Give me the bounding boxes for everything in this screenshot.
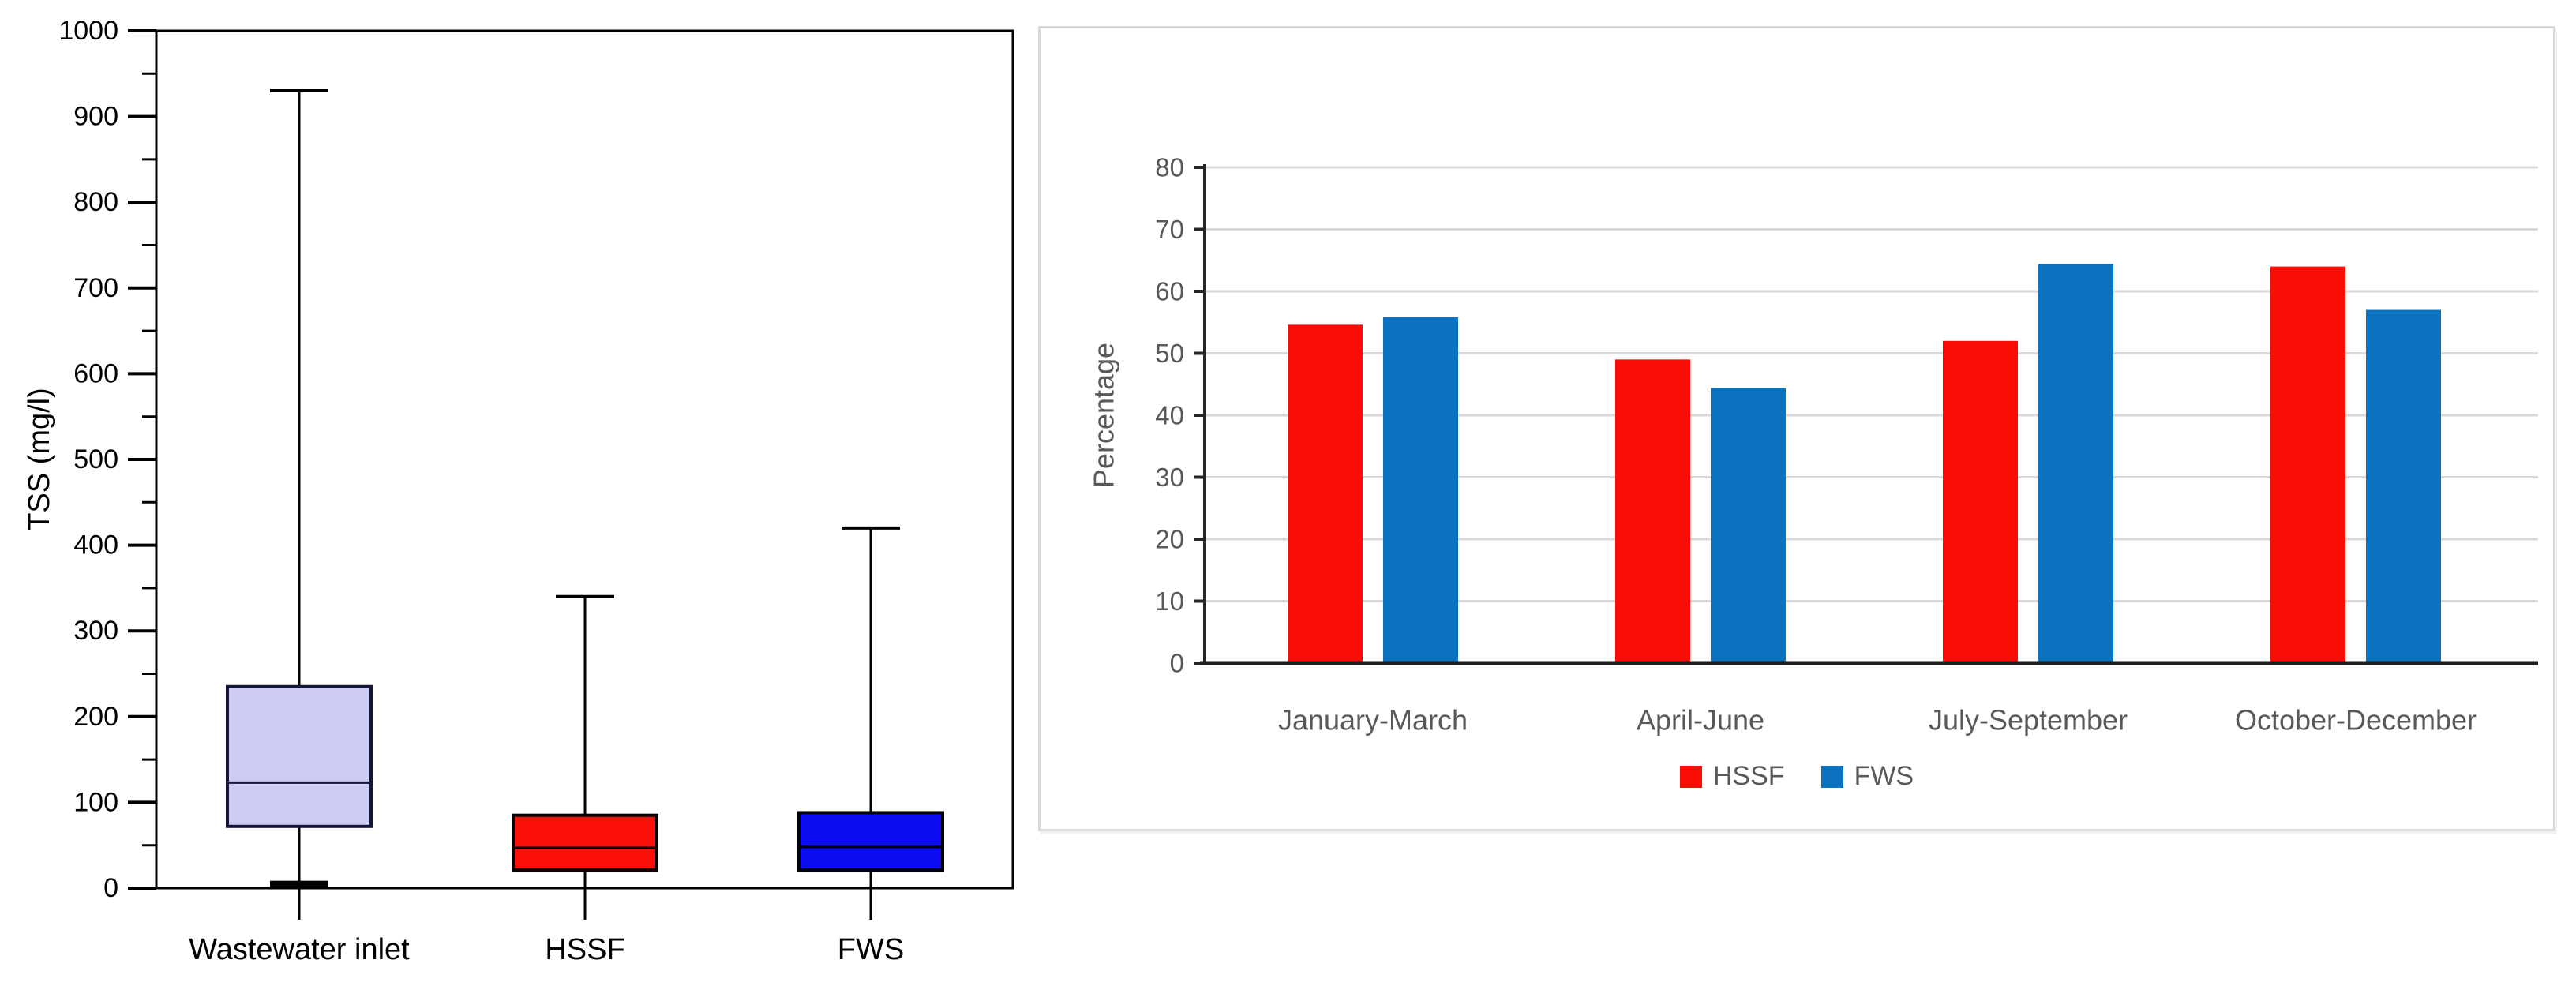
barchart-y-tick-label: 80: [1155, 153, 1184, 182]
box-wastewater-inlet: [226, 89, 373, 889]
barchart-x-tick-label: April-June: [1637, 704, 1764, 737]
legend-label: FWS: [1854, 761, 1914, 791]
boxplot-y-tick-label: 400: [73, 530, 118, 560]
legend-item-fws: FWS: [1820, 761, 1914, 792]
bar-hssf-april-june: [1615, 359, 1690, 663]
barchart-y-axis-label: Percentage: [1088, 343, 1120, 488]
box-hssf: [512, 594, 658, 888]
boxplot-x-tick-label: FWS: [838, 933, 904, 966]
boxplot-x-tick-label: Wastewater inlet: [189, 933, 410, 966]
barchart-x-tick-label: January-March: [1278, 704, 1468, 737]
boxplot-figure: 0 100 200 300 400 500 600 700 800 900 1000 TSS (mg/…: [0, 0, 1066, 986]
legend-swatch-fws: [1820, 765, 1843, 788]
barchart-panel: 0 10 20 30 40 50 60 70 80 Percentage January-March…: [1038, 26, 2555, 831]
boxplot-y-axis-label: TSS (mg/l): [23, 388, 56, 531]
boxplot-y-tick-label: 100: [73, 787, 118, 817]
legend-swatch-hssf: [1679, 765, 1702, 788]
bar-hssf-july-september: [1943, 340, 2018, 663]
barchart-y-tick-label: 30: [1155, 463, 1184, 492]
barchart-y-tick-label: 70: [1155, 215, 1184, 244]
barchart-x-tick-label: July-September: [1929, 704, 2128, 737]
barchart-x-tick-label: October-December: [2235, 704, 2477, 737]
iqr-box: [512, 813, 658, 872]
bar-fws-april-june: [1711, 388, 1786, 663]
whisker-low-cap: [270, 880, 328, 889]
barchart-y-tick-label: 50: [1155, 339, 1184, 368]
barchart-y-tick-label: 60: [1155, 277, 1184, 306]
bar-hssf-january-march: [1288, 324, 1363, 663]
iqr-box: [797, 811, 944, 872]
barchart-y-tick-label: 40: [1155, 401, 1184, 430]
bar-hssf-october-december: [2270, 266, 2345, 663]
barchart-y-tick-label: 0: [1170, 649, 1184, 678]
legend-label: HSSF: [1712, 761, 1785, 791]
boxplot-y-tick-label: 1000: [58, 16, 118, 46]
boxplot-y-tick-label: 800: [73, 187, 118, 217]
legend: HSSF FWS: [1041, 761, 2553, 792]
boxplot-y-tick-label: 200: [73, 702, 118, 732]
boxplot-svg: 0 100 200 300 400 500 600 700 800 900 1000 TSS (mg/…: [23, 16, 1014, 966]
boxplot-y-tick-label: 0: [103, 873, 118, 903]
iqr-box: [226, 684, 373, 828]
box-fws: [797, 526, 944, 888]
bar-fws-july-september: [2038, 264, 2113, 663]
bar-fws-january-march: [1383, 317, 1458, 663]
boxplot-x-tick-label: HSSF: [545, 933, 624, 966]
boxplot-y-tick-label: 700: [73, 273, 118, 303]
bar-fws-october-december: [2366, 309, 2441, 663]
barchart-y-tick-label: 20: [1155, 525, 1184, 554]
legend-item-hssf: HSSF: [1679, 761, 1785, 792]
barchart-svg: 0 10 20 30 40 50 60 70 80 Percentage January-March…: [1088, 153, 2538, 737]
boxplot-y-tick-label: 600: [73, 358, 118, 388]
barchart-y-tick-label: 10: [1155, 587, 1184, 616]
boxplot-y-tick-label: 500: [73, 444, 118, 474]
boxplot-y-tick-label: 900: [73, 102, 118, 132]
boxplot-y-tick-label: 300: [73, 616, 118, 646]
